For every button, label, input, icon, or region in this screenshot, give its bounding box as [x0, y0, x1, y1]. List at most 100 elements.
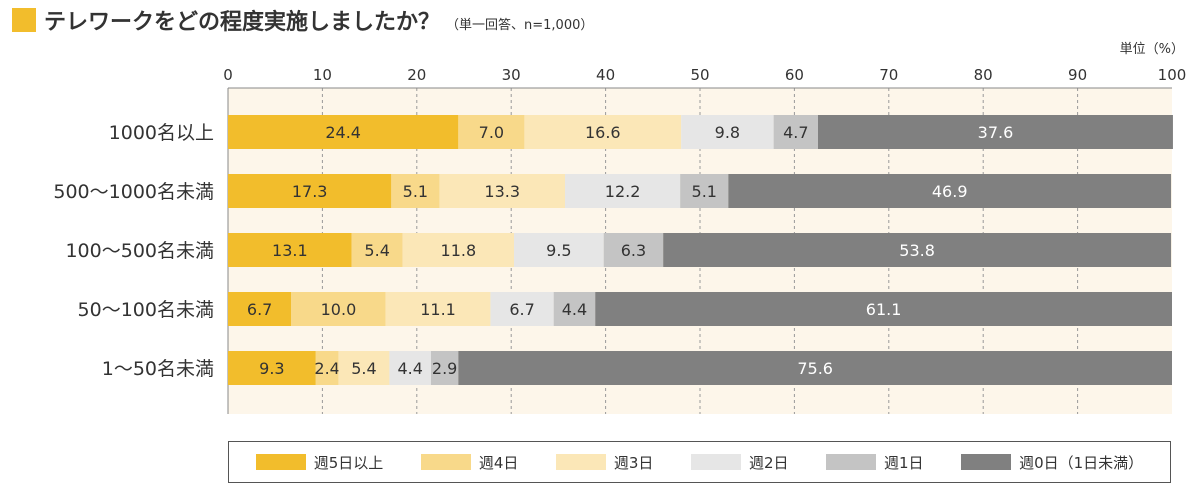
bar-segment [681, 115, 774, 149]
data-label: 13.3 [484, 182, 520, 201]
bar-segment [458, 351, 1172, 385]
data-label: 6.7 [247, 300, 272, 319]
category-label: 500～1000名未満 [53, 181, 214, 203]
bar-segment [389, 351, 431, 385]
x-tick-label: 10 [313, 66, 332, 84]
legend-item: 週5日以上 [255, 452, 384, 473]
data-label: 75.6 [797, 359, 833, 378]
bar-segment [565, 174, 681, 208]
x-tick-label: 50 [690, 66, 709, 84]
bar-segment [385, 292, 491, 326]
bar-segment [818, 115, 1173, 149]
data-label: 10.0 [321, 300, 357, 319]
bar-segment [490, 292, 554, 326]
legend-swatch [826, 454, 876, 470]
bar-segment [402, 233, 515, 267]
title-square-icon [12, 8, 36, 32]
bar-segment [228, 233, 352, 267]
legend-swatch [420, 454, 471, 470]
x-tick-label: 0 [223, 66, 233, 84]
bar-segment [663, 233, 1172, 267]
legend-item: 週4日 [420, 452, 519, 473]
title-row: テレワークをどの程度実施しましたか？ （単一回答、n=1,000） [12, 4, 593, 36]
stacked-bar-chart: 0 10 20 30 40 50 60 70 80 90 100 1000名以上 24.4 7.0 16.6… [53, 66, 1187, 414]
data-label: 9.8 [715, 123, 740, 142]
data-label: 4.4 [562, 300, 587, 319]
legend-label: 週0日（1日未満） [1019, 453, 1144, 472]
bar-segment [553, 292, 596, 326]
category-label: 1000名以上 [109, 122, 214, 144]
x-tick-label: 70 [879, 66, 898, 84]
data-label: 17.3 [292, 182, 328, 201]
legend-swatch [555, 454, 606, 470]
chart-title: テレワークをどの程度実施しましたか？ [44, 10, 441, 35]
x-tick-label: 60 [785, 66, 804, 84]
bar-segment [315, 351, 339, 385]
legend-item: 週1日 [826, 452, 924, 473]
x-tick-label: 40 [596, 66, 615, 84]
data-label: 2.4 [314, 359, 339, 378]
bar-segment [773, 115, 818, 149]
legend-swatch [961, 454, 1012, 470]
data-label: 61.1 [866, 300, 902, 319]
data-label: 16.6 [585, 123, 621, 142]
data-label: 6.7 [509, 300, 534, 319]
x-tick-label: 30 [502, 66, 521, 84]
data-label: 46.9 [932, 182, 968, 201]
legend-label: 週4日 [478, 453, 519, 472]
bar-segment [228, 174, 392, 208]
data-label: 11.8 [441, 241, 477, 260]
legend-item: 週0日（1日未満） [961, 452, 1143, 473]
data-label: 9.5 [546, 241, 571, 260]
data-label: 5.1 [692, 182, 717, 201]
bar-segment [291, 292, 386, 326]
bar-segment [228, 351, 316, 385]
bar-segment [228, 115, 459, 149]
legend-swatch [255, 454, 306, 470]
data-label: 53.8 [899, 241, 935, 260]
x-tick-label: 20 [407, 66, 426, 84]
data-label: 4.7 [783, 123, 808, 142]
data-label: 4.4 [397, 359, 422, 378]
legend-item: 週3日 [555, 452, 654, 473]
bar-segment [458, 115, 525, 149]
category-label: 50～100名未満 [78, 299, 214, 321]
data-label: 2.9 [432, 359, 457, 378]
legend-label: 週2日 [748, 453, 789, 472]
data-label: 7.0 [479, 123, 504, 142]
chart-subtitle: （単一回答、n=1,000） [446, 17, 594, 33]
data-label: 12.2 [605, 182, 641, 201]
bar-segment [439, 174, 566, 208]
x-tick-label: 100 [1158, 66, 1187, 84]
bar-segment [595, 292, 1172, 326]
legend-item: 週2日 [690, 452, 789, 473]
legend-label: 週3日 [613, 453, 654, 472]
data-label: 37.6 [978, 123, 1014, 142]
data-label: 5.1 [403, 182, 428, 201]
bar-segment [351, 233, 403, 267]
legend-label: 週1日 [884, 453, 924, 472]
legend-label: 週5日以上 [313, 453, 384, 472]
bar-segment [603, 233, 664, 267]
data-label: 9.3 [259, 359, 284, 378]
bar-segment [228, 292, 292, 326]
bar-segment [680, 174, 729, 208]
unit-label: 単位（%） [1119, 42, 1184, 57]
data-label: 13.1 [272, 241, 308, 260]
bar-segment [430, 351, 459, 385]
data-label: 5.4 [351, 359, 376, 378]
category-label: 100～500名未満 [65, 240, 214, 262]
bar-segment [728, 174, 1172, 208]
bar-segment [338, 351, 390, 385]
category-label: 1～50名未満 [102, 358, 214, 380]
data-label: 11.1 [420, 300, 456, 319]
bar-segment [524, 115, 682, 149]
legend-swatch [690, 454, 741, 470]
x-tick-label: 80 [974, 66, 993, 84]
x-tick-label: 90 [1068, 66, 1087, 84]
bar-segment [514, 233, 604, 267]
data-label: 6.3 [621, 241, 646, 260]
legend: 週5日以上 週4日 週3日 週2日 週1日 週0日（1日未満） [228, 441, 1171, 483]
data-label: 24.4 [325, 123, 361, 142]
bar-segment [391, 174, 440, 208]
